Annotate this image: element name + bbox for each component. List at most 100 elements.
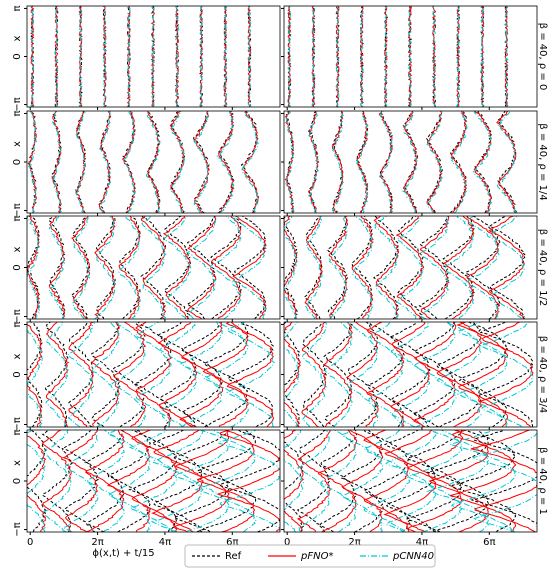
trajectory — [419, 216, 450, 319]
trajectory — [351, 216, 374, 319]
trajectory — [106, 430, 151, 532]
trajectory — [480, 6, 485, 107]
trajectory — [407, 6, 413, 107]
trajectory — [366, 322, 405, 427]
panel-curves — [284, 216, 526, 319]
x-axis-label: ϕ(x,t) + t/15 — [92, 548, 154, 559]
trajectory — [128, 430, 178, 532]
row-label: β = 40, ρ = 0 — [537, 23, 548, 91]
trajectory — [232, 216, 267, 319]
trajectory — [118, 216, 141, 319]
trajectory — [504, 6, 509, 107]
trajectory — [51, 111, 62, 213]
trajectory — [390, 322, 430, 427]
trajectory — [328, 216, 349, 319]
trajectory — [406, 430, 464, 532]
trajectory — [497, 111, 517, 213]
trajectory — [78, 6, 83, 107]
trajectory — [318, 430, 358, 532]
trajectory — [119, 216, 141, 319]
trajectory — [496, 111, 517, 213]
trajectory — [240, 111, 260, 213]
trajectory — [304, 216, 323, 319]
x-tick-label: 2π — [91, 537, 103, 548]
legend-label: pFNO* — [300, 551, 333, 562]
trajectory — [185, 216, 217, 319]
trajectory — [147, 111, 161, 213]
trajectory — [383, 6, 388, 107]
trajectory — [47, 216, 66, 319]
trajectory — [480, 6, 485, 107]
trajectory — [62, 430, 99, 532]
row-label: β = 40, ρ = 1 — [537, 447, 548, 515]
trajectory — [477, 322, 534, 427]
trajectory — [307, 111, 319, 213]
trajectory — [478, 322, 535, 427]
trajectory — [345, 322, 379, 427]
trajectory — [304, 216, 323, 319]
trajectory — [311, 6, 316, 107]
trajectory — [473, 111, 493, 213]
trajectory — [75, 111, 87, 213]
panel-curves — [27, 322, 275, 427]
y-tick-label: −π — [12, 417, 23, 431]
panel-curves — [284, 322, 535, 427]
trajectory — [94, 216, 116, 319]
trajectory — [194, 430, 257, 532]
trajectory — [199, 6, 204, 107]
trajectory — [107, 430, 152, 532]
trajectory — [27, 111, 38, 213]
trajectory — [301, 322, 327, 427]
panel-curves — [27, 430, 280, 532]
trajectory — [419, 216, 450, 319]
trajectory — [226, 322, 275, 427]
trajectory — [470, 430, 537, 532]
trajectory — [426, 111, 443, 213]
trajectory — [172, 430, 230, 532]
trajectory — [196, 430, 257, 532]
trajectory — [118, 216, 142, 319]
trajectory — [480, 6, 485, 107]
trajectory — [436, 322, 483, 427]
trajectory — [169, 111, 185, 213]
trajectory — [157, 322, 198, 427]
y-tick-label: −π — [12, 522, 23, 536]
trajectory — [413, 322, 457, 427]
row-label: β = 40, ρ = 3/4 — [537, 336, 548, 413]
y-tick-label: 0 — [12, 159, 23, 165]
trajectory — [232, 216, 268, 319]
x-tick-label: 2π — [348, 537, 360, 548]
trajectory — [449, 111, 468, 213]
trajectory — [41, 430, 72, 532]
trajectory — [102, 6, 107, 107]
trajectory — [95, 216, 116, 319]
trajectory — [436, 322, 483, 427]
trajectory — [28, 111, 38, 213]
trajectory — [41, 430, 73, 532]
trajectory — [90, 322, 120, 427]
trajectory — [335, 6, 340, 107]
legend-label: Ref — [225, 551, 242, 562]
legend-label: pCNN40 — [392, 551, 434, 562]
trajectory — [62, 430, 99, 532]
y-tick-label: −π — [12, 309, 23, 323]
trajectory — [181, 322, 223, 427]
trajectory — [241, 111, 259, 213]
trajectory — [504, 6, 509, 107]
trajectory — [162, 216, 191, 319]
trajectory — [284, 430, 305, 532]
trajectory — [383, 430, 437, 532]
y-tick-label: 0 — [12, 264, 23, 270]
trajectory — [442, 216, 476, 319]
trajectory — [27, 435, 47, 532]
trajectory — [449, 111, 468, 213]
trajectory — [193, 111, 210, 213]
trajectory — [216, 111, 235, 213]
trajectory — [301, 322, 327, 427]
trajectory — [345, 322, 379, 427]
trajectory — [405, 430, 464, 532]
trajectory — [373, 216, 400, 319]
trajectory — [326, 216, 349, 319]
trajectory — [450, 111, 468, 213]
